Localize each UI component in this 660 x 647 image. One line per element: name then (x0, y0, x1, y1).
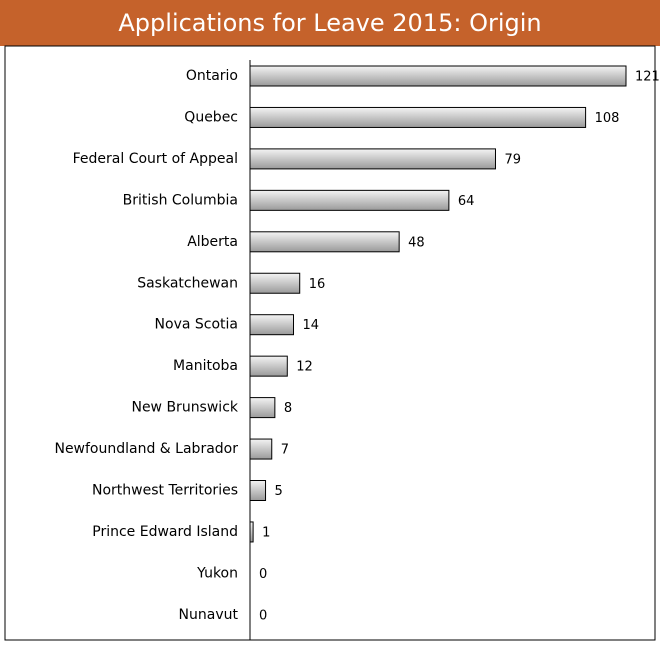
value-label: 14 (303, 318, 320, 333)
title-banner (0, 0, 660, 46)
value-label: 7 (281, 443, 289, 458)
y-tick-label: New Brunswick (131, 400, 238, 416)
bar (249, 438, 273, 460)
chart-title: Applications for Leave 2015: Origin (118, 9, 541, 37)
y-tick-label: Saskatchewan (137, 275, 238, 291)
bar (249, 189, 450, 211)
bar (249, 148, 496, 170)
value-label: 64 (458, 194, 475, 209)
y-tick-label: Quebec (184, 109, 238, 125)
y-tick-label: Alberta (187, 234, 238, 250)
value-label: 0 (259, 567, 267, 582)
y-tick-label: Ontario (186, 68, 238, 84)
value-label: 8 (284, 401, 292, 416)
y-tick-label: Nunavut (179, 607, 239, 623)
y-tick-label: British Columbia (123, 192, 238, 208)
y-tick-label: Yukon (196, 565, 238, 581)
y-tick-label: Manitoba (173, 358, 238, 374)
value-label: 121 (635, 70, 660, 85)
value-label: 1 (262, 525, 270, 540)
chart-frame (4, 45, 656, 641)
value-label: 12 (296, 360, 313, 375)
value-label: 108 (595, 111, 620, 126)
bar (249, 314, 295, 336)
y-tick-label: Prince Edward Island (92, 524, 238, 540)
value-label: 48 (408, 235, 425, 250)
y-tick-label: Northwest Territories (92, 483, 238, 499)
bar (249, 231, 400, 253)
value-label: 0 (259, 608, 267, 623)
bar (249, 355, 288, 377)
y-tick-label: Federal Court of Appeal (73, 151, 238, 167)
value-label: 79 (504, 152, 521, 167)
y-tick-label: Nova Scotia (155, 317, 238, 333)
bar (249, 397, 276, 419)
bar (249, 521, 254, 543)
bar (249, 480, 267, 501)
bar (249, 106, 587, 128)
y-tick-label: Newfoundland & Labrador (54, 441, 238, 457)
bar (249, 272, 301, 294)
value-label: 16 (309, 277, 326, 292)
bar (249, 65, 627, 87)
value-label: 5 (275, 484, 283, 499)
